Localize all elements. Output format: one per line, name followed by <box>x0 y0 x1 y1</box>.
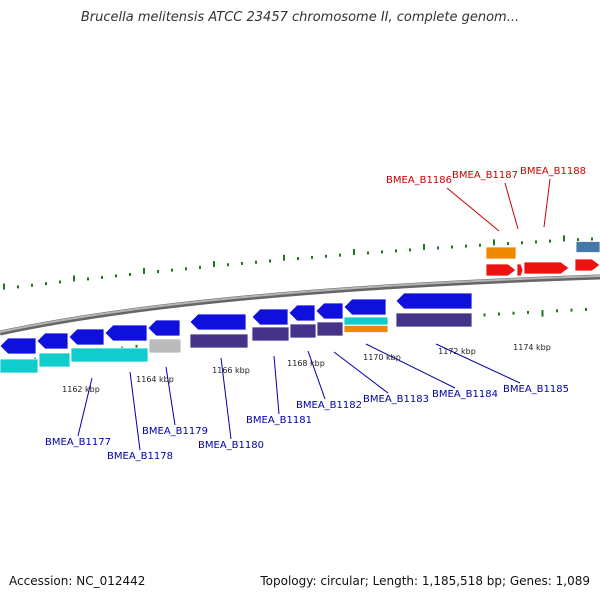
scale-label: 1172 kbp <box>438 347 476 356</box>
cds-bmea-b1179 <box>148 338 182 354</box>
label-bmea_b1183: BMEA_B1183 <box>363 394 429 405</box>
label-bmea_b1179: BMEA_B1179 <box>142 426 208 437</box>
cds-bmea-b1178 <box>70 347 149 363</box>
cds-bmea-b1187 <box>516 263 524 277</box>
cds-blue-2 <box>36 332 69 350</box>
leader-bmea_b1184 <box>365 343 456 389</box>
cds-blue-11 <box>395 292 473 310</box>
cds-bmea-b1188 <box>523 261 570 275</box>
cds-purple-3 <box>289 323 317 339</box>
cds-blue-5 <box>147 319 181 337</box>
cds-blue-3 <box>68 328 105 346</box>
cds-blue-8 <box>288 304 316 322</box>
leader-bmea_b1179 <box>165 366 176 426</box>
cds-cyan-2 <box>38 352 71 368</box>
scale-label: 1166 kbp <box>212 366 250 375</box>
cds-red-4 <box>574 258 600 272</box>
cds-bmea-b1181 <box>251 326 290 342</box>
label-bmea_b1188: BMEA_B1188 <box>520 166 586 177</box>
leader-bmea_b1185 <box>435 343 521 384</box>
label-bmea_b1184: BMEA_B1184 <box>432 389 498 400</box>
cds-blue-4 <box>104 324 148 342</box>
cds-blue-9 <box>315 302 344 320</box>
leader-bmea_b1187 <box>504 182 519 230</box>
genome-summary-text: Topology: circular; Length: 1,185,518 bp… <box>260 574 590 588</box>
cds-bmea-b1186 <box>485 246 517 260</box>
map-title: Brucella melitensis ATCC 23457 chromosom… <box>80 10 520 25</box>
cds-blue-6 <box>189 313 247 331</box>
genome-backbone-highlight <box>0 275 600 333</box>
cds-bmea-b1183 <box>343 325 389 333</box>
scale-label: 1174 kbp <box>513 343 551 352</box>
cds-red-1 <box>485 263 517 277</box>
leader-bmea_b1180 <box>220 357 232 440</box>
cds-bmea-b1184 <box>395 312 473 328</box>
scale-labels: 1162 kbp 1164 kbp 1166 kbp 1168 kbp 1170 kbp… <box>62 343 551 394</box>
cds-bmea-b1182 <box>316 321 344 337</box>
label-bmea_b1185: BMEA_B1185 <box>503 384 569 395</box>
label-bmea_b1177: BMEA_B1177 <box>45 437 111 448</box>
label-leader-lines <box>77 178 551 451</box>
genome-backbone <box>0 274 600 336</box>
cds-cyan-3 <box>343 316 389 326</box>
scale-label: 1164 kbp <box>136 375 174 384</box>
label-bmea_b1187: BMEA_B1187 <box>452 170 518 181</box>
cds-steelblue <box>575 241 600 253</box>
leader-bmea_b1186 <box>446 187 500 232</box>
leader-bmea_b1188 <box>543 178 551 228</box>
gene-features <box>0 241 600 374</box>
label-bmea_b1182: BMEA_B1182 <box>296 400 362 411</box>
scale-label: 1168 kbp <box>287 359 325 368</box>
scale-label: 1170 kbp <box>363 353 401 362</box>
leader-bmea_b1183 <box>333 351 389 394</box>
outer-tick-track <box>3 235 593 290</box>
scale-label: 1162 kbp <box>62 385 100 394</box>
accession-text: Accession: NC_012442 <box>9 574 146 588</box>
leader-bmea_b1178 <box>129 371 141 451</box>
cds-blue-7 <box>251 308 289 326</box>
leader-bmea_b1181 <box>273 355 280 415</box>
gene-labels: BMEA_B1186 BMEA_B1187 BMEA_B1188 BMEA_B1177… <box>45 166 586 462</box>
cds-bmea-b1177 <box>0 358 39 374</box>
label-bmea_b1178: BMEA_B1178 <box>107 451 173 462</box>
cds-blue-10 <box>343 298 387 316</box>
cds-blue-1 <box>0 337 37 355</box>
label-bmea_b1180: BMEA_B1180 <box>198 440 264 451</box>
cds-bmea-b1180 <box>189 333 249 349</box>
leader-bmea_b1182 <box>307 350 326 400</box>
label-bmea_b1181: BMEA_B1181 <box>246 415 312 426</box>
label-bmea_b1186: BMEA_B1186 <box>386 175 452 186</box>
leader-bmea_b1177 <box>77 377 93 437</box>
